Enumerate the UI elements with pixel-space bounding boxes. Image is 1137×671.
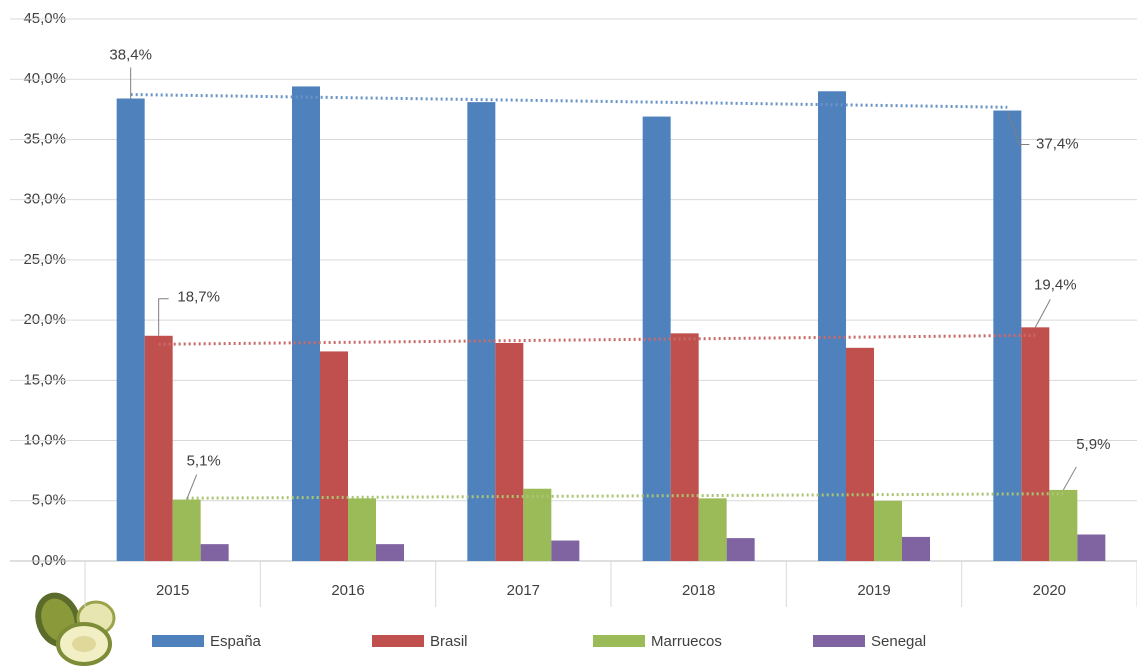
bar	[1077, 534, 1106, 561]
y-tick-label: 10,0%	[23, 432, 66, 449]
x-tick-label: 2015	[156, 582, 189, 599]
bar	[467, 102, 496, 562]
x-tick-label: 2018	[682, 582, 715, 599]
leader-line	[186, 474, 198, 500]
bar	[874, 500, 902, 561]
y-tick-label: 30,0%	[23, 191, 66, 208]
y-tick-label: 25,0%	[23, 251, 66, 268]
bar	[172, 499, 201, 561]
data-label: 5,1%	[187, 453, 221, 470]
bar	[495, 342, 524, 561]
bar	[292, 86, 320, 562]
leader-line	[1006, 110, 1030, 146]
data-label: 5,9%	[1076, 436, 1110, 453]
y-tick-label: 20,0%	[23, 311, 66, 328]
leader-line	[1034, 299, 1051, 328]
bar	[642, 116, 671, 561]
y-tick-label: 45,0%	[23, 10, 66, 27]
x-tick-label: 2017	[507, 582, 540, 599]
data-label: 38,4%	[109, 46, 152, 63]
data-label: 19,4%	[1034, 276, 1077, 293]
bar	[1049, 489, 1078, 561]
legend-swatch	[813, 635, 865, 647]
bar	[726, 538, 755, 561]
legend-label: España	[210, 633, 262, 650]
bar	[818, 91, 846, 562]
bar	[320, 351, 348, 561]
bar	[846, 347, 874, 561]
bar	[200, 544, 229, 561]
legend-label: Brasil	[430, 633, 468, 650]
y-tick-label: 5,0%	[32, 492, 66, 509]
data-label: 37,4%	[1036, 136, 1079, 153]
trend-line	[186, 492, 1064, 500]
legend-swatch	[372, 635, 424, 647]
bar	[523, 488, 552, 561]
y-tick-label: 0,0%	[32, 552, 66, 569]
x-tick-label: 2019	[857, 582, 890, 599]
y-tick-label: 40,0%	[23, 70, 66, 87]
data-label: 18,7%	[177, 289, 220, 306]
bar	[902, 536, 930, 561]
bar	[144, 335, 173, 561]
trend-line	[130, 93, 1008, 109]
legend-label: Senegal	[871, 633, 926, 650]
x-tick-label: 2016	[331, 582, 364, 599]
legend-swatch	[593, 635, 645, 647]
bar	[670, 333, 699, 561]
leader-line	[1062, 466, 1077, 491]
bar	[376, 544, 404, 561]
y-tick-label: 35,0%	[23, 130, 66, 147]
legend-swatch	[152, 635, 204, 647]
bar	[551, 540, 580, 561]
bar	[698, 498, 727, 561]
bar	[116, 98, 145, 561]
x-tick-label: 2020	[1033, 582, 1066, 599]
bar	[348, 498, 376, 561]
bar	[1021, 327, 1050, 561]
y-tick-label: 15,0%	[23, 371, 66, 388]
leader-line	[158, 298, 169, 336]
trend-line	[158, 333, 1036, 346]
bar	[993, 110, 1022, 561]
melon-picture	[35, 592, 116, 666]
legend-label: Marruecos	[651, 633, 722, 650]
